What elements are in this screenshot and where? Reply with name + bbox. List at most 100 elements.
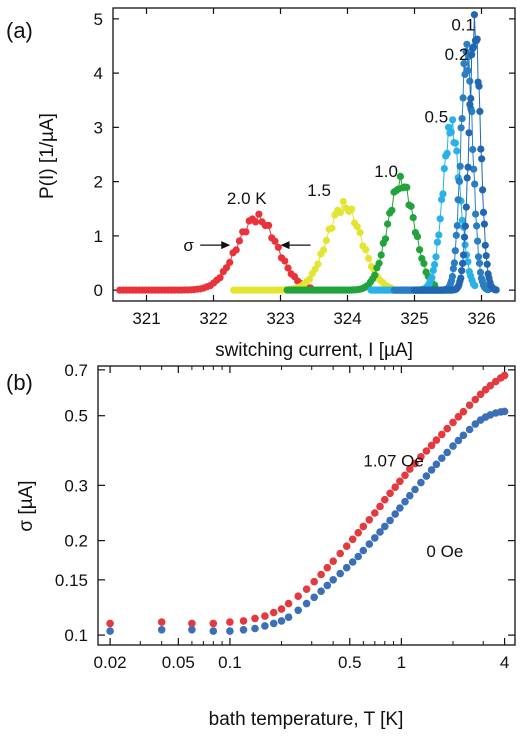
annotation-2-0-k: 2.0 K (227, 189, 267, 208)
data-point (439, 190, 447, 198)
data-point (432, 460, 441, 469)
data-point (477, 145, 485, 153)
data-point (269, 619, 278, 628)
data-point (209, 619, 218, 628)
data-point (451, 139, 459, 147)
data-point (261, 612, 269, 620)
data-point (432, 436, 441, 444)
data-point (388, 206, 396, 214)
data-point (476, 390, 485, 399)
data-point (209, 627, 218, 635)
data-point (420, 259, 428, 268)
data-point (453, 147, 461, 155)
data-point (255, 210, 263, 218)
data-point (376, 502, 384, 511)
y-tick-label: 5 (94, 10, 103, 29)
data-point (449, 265, 457, 273)
data-point (454, 436, 463, 445)
data-point (371, 509, 379, 517)
data-point (450, 259, 458, 267)
data-point (226, 258, 234, 266)
data-point (239, 617, 248, 625)
data-point (320, 246, 328, 254)
data-point (454, 413, 463, 421)
y-tick-label: 3 (94, 118, 103, 137)
data-point (438, 195, 446, 204)
data-point (480, 220, 488, 228)
annotation-0-1: 0.1 (451, 15, 475, 34)
panel-a-x-axis-label: switching current, I [µA] (215, 340, 413, 361)
data-point (486, 381, 495, 390)
annotation-: σ (183, 236, 194, 255)
data-point (274, 243, 282, 251)
data-point (440, 165, 448, 173)
data-point (235, 237, 243, 245)
data-point (458, 115, 466, 123)
data-point (462, 203, 470, 211)
sigma-arrow-left-head (221, 241, 231, 250)
data-point (348, 535, 357, 544)
x-tick-label: 322 (199, 309, 227, 328)
data-point (471, 395, 480, 404)
data-point (323, 581, 332, 590)
data-point (463, 174, 471, 182)
data-point (469, 43, 478, 51)
data-point (470, 165, 478, 173)
data-point (239, 626, 248, 634)
data-point (284, 599, 293, 608)
x-tick-label: 326 (467, 309, 495, 328)
data-point (251, 614, 259, 623)
data-point (302, 585, 311, 593)
data-point (359, 522, 368, 531)
data-point (413, 233, 422, 241)
data-point (396, 504, 404, 512)
data-point (422, 447, 431, 455)
data-point (467, 94, 475, 103)
panel-a-y-axis-label: P(I) [1/µA] (37, 113, 58, 199)
data-point (310, 593, 319, 602)
data-point (411, 485, 419, 494)
x-tick-label: 0.1 (218, 653, 242, 672)
annotation-1-5: 1.5 (307, 181, 331, 200)
data-point (371, 271, 379, 279)
panel-a-series (116, 11, 500, 294)
annotation-0-oe: 0 Oe (426, 542, 463, 561)
data-point (492, 286, 500, 294)
x-tick-label: 325 (400, 309, 428, 328)
data-point (216, 274, 224, 282)
data-point (482, 252, 490, 260)
series-1-5 (230, 197, 395, 294)
data-point (479, 186, 487, 194)
annotation-1-07-oe: 1.07 Oe (363, 451, 424, 470)
data-point (226, 627, 234, 635)
data-point (417, 478, 425, 487)
data-point (464, 67, 472, 75)
panel-a-annotations: 2.0 K 1.5 1.0 0.5 0.2 0.1 σ (183, 15, 475, 255)
data-point (478, 155, 486, 163)
y-tick-label: 2 (94, 173, 103, 192)
sigma-arrows (200, 241, 311, 250)
data-point (481, 241, 489, 249)
y-tick-label: 0.15 (55, 571, 88, 590)
data-point (305, 275, 314, 283)
panel-a-x-ticks: 321 322 323 324 325 326 (132, 8, 496, 328)
x-tick-label: 0.05 (162, 653, 195, 672)
data-point (465, 425, 474, 434)
data-point (232, 246, 240, 254)
data-point (459, 407, 468, 416)
data-point (359, 546, 368, 555)
data-point (284, 613, 293, 621)
data-point (222, 264, 231, 272)
data-point (409, 214, 417, 222)
data-point (371, 534, 379, 542)
data-point (376, 528, 384, 536)
data-point (432, 253, 440, 261)
data-point (384, 220, 392, 228)
data-point (458, 216, 466, 224)
panel-a-y-ticks: 0 1 2 3 4 5 (94, 10, 515, 300)
data-point (476, 268, 485, 276)
data-point (457, 274, 465, 282)
data-point (460, 233, 469, 241)
data-point (443, 149, 451, 157)
data-point (365, 516, 374, 524)
